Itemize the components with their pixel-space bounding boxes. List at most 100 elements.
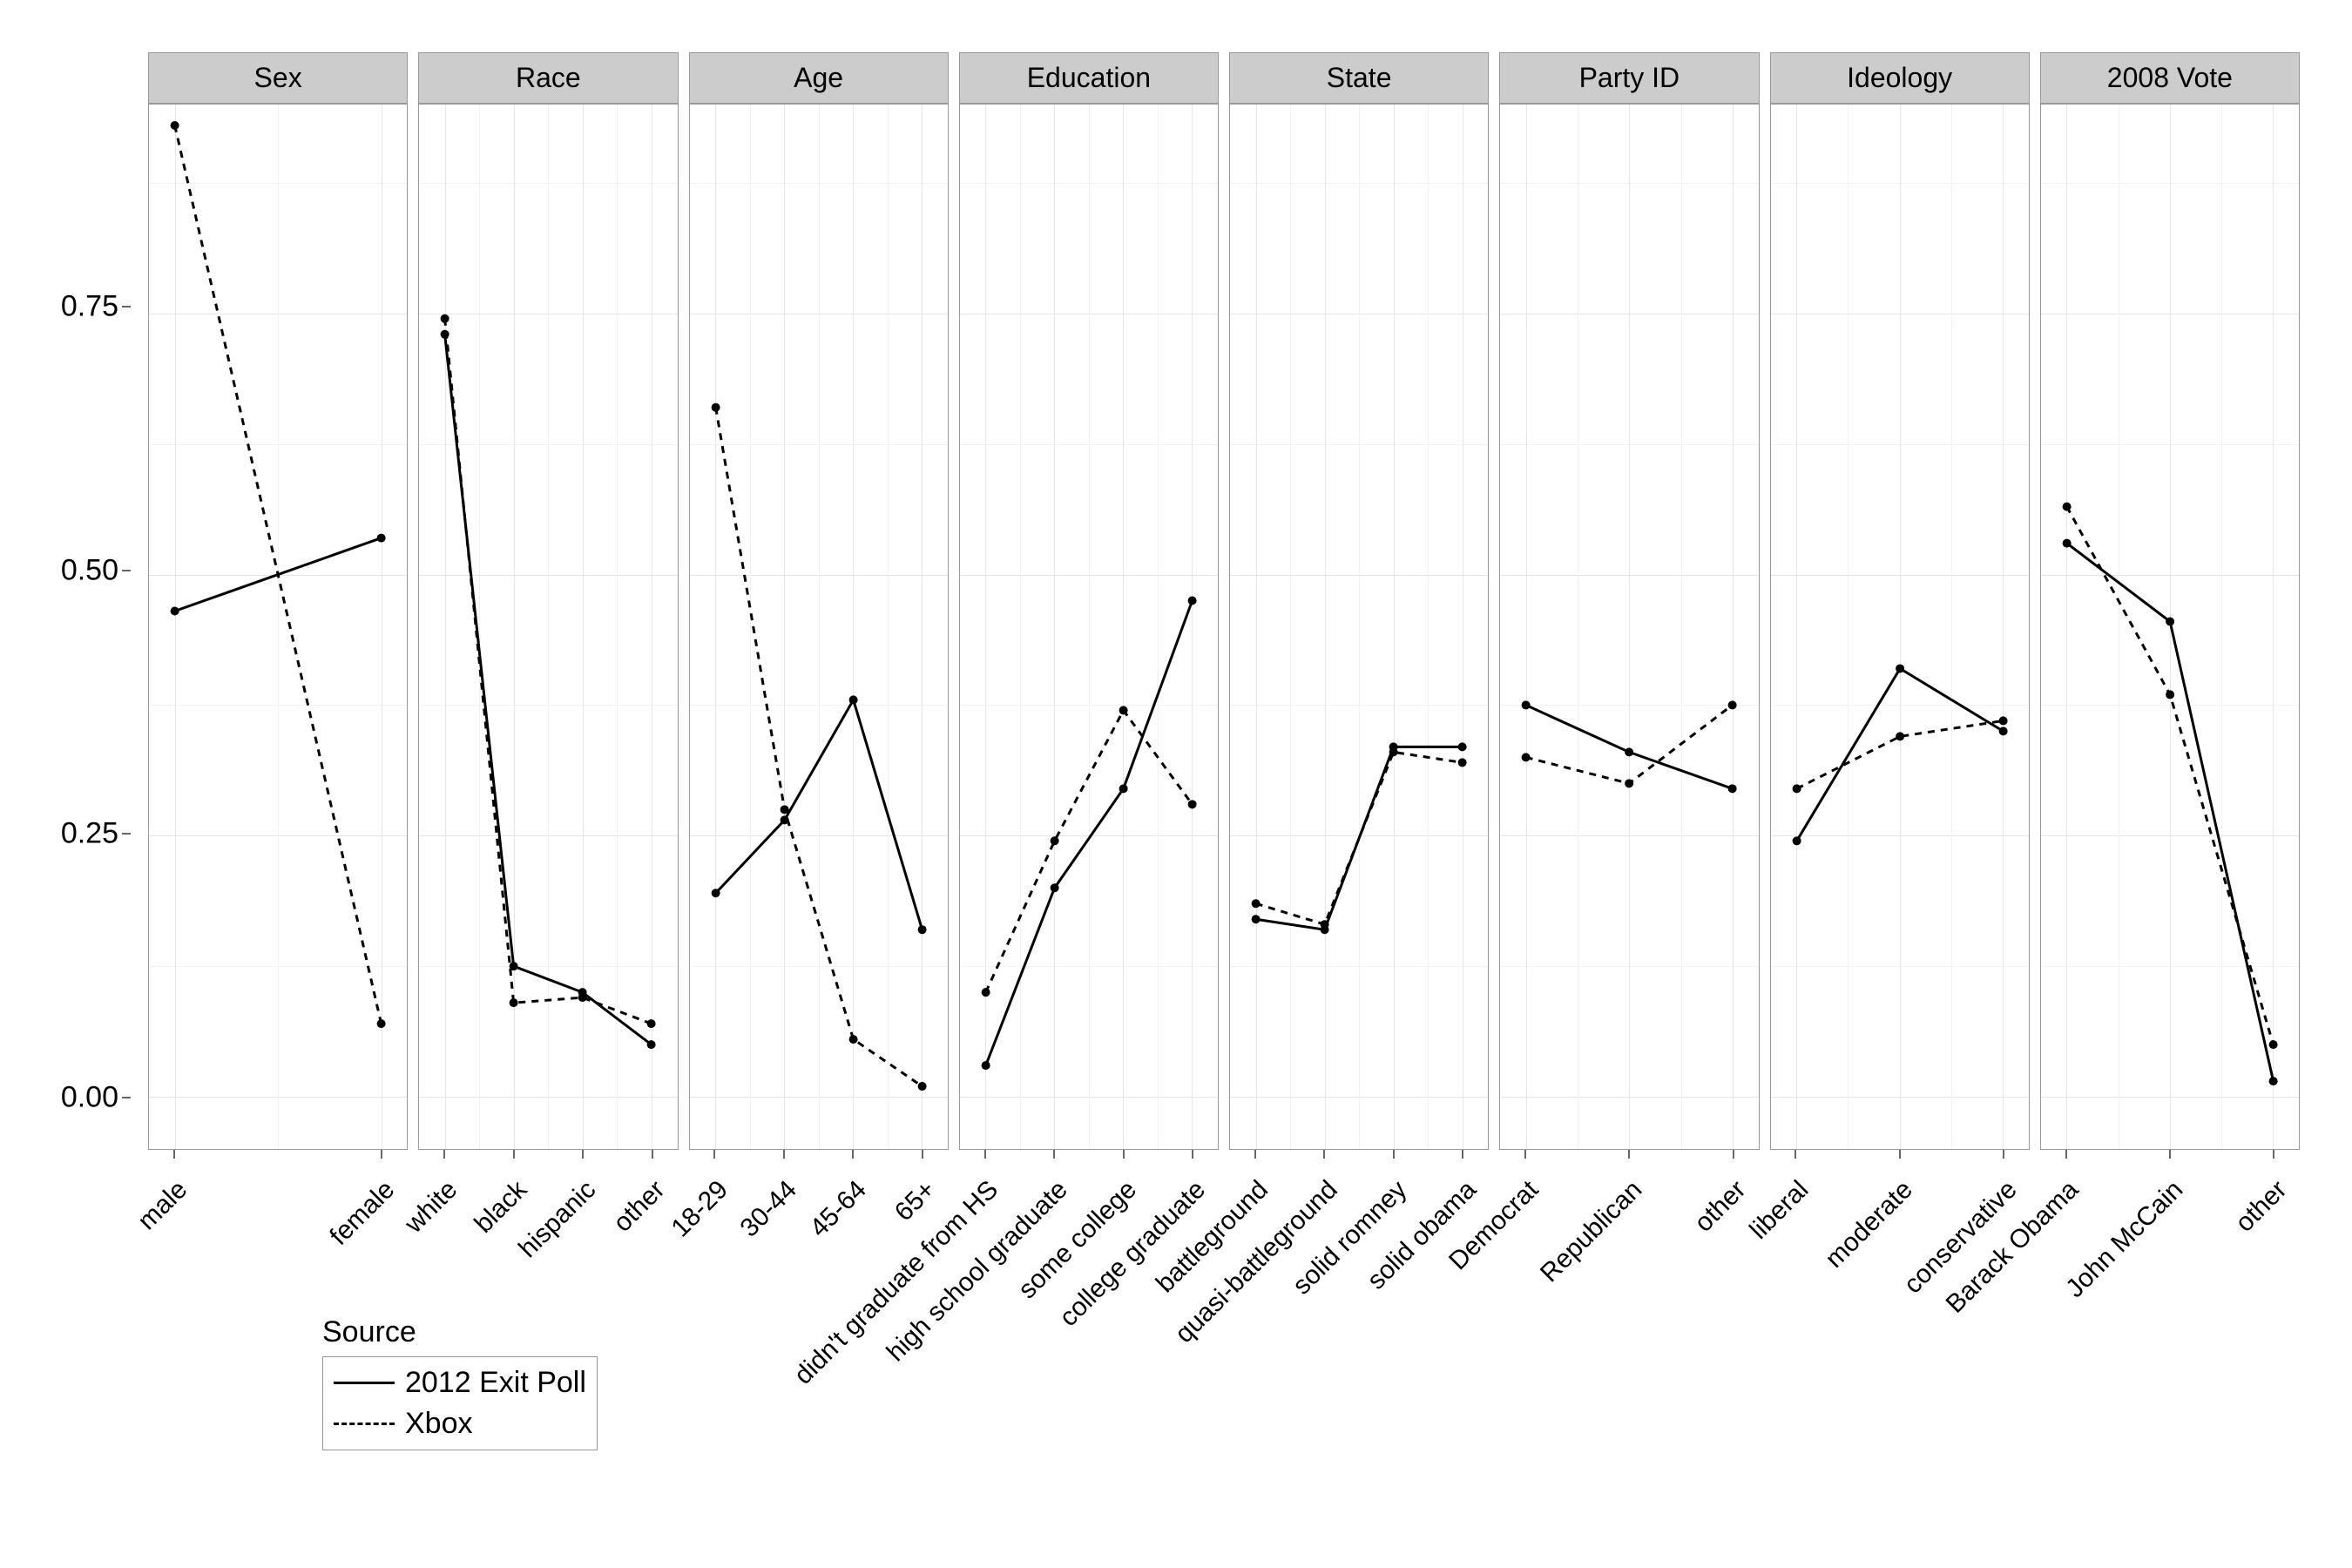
x-tick-mark xyxy=(1794,1150,1796,1159)
facet-panel xyxy=(148,104,408,1150)
x-tick-label: 30-44 xyxy=(735,1175,803,1243)
legend-item-xbox: Xbox xyxy=(334,1403,586,1444)
data-point xyxy=(1625,779,1633,787)
x-tick-label: black xyxy=(469,1175,533,1240)
plot-area: SexRaceAgeEducationStateParty IDIdeology… xyxy=(148,52,2300,1150)
x-tick-label: 65+ xyxy=(889,1175,942,1227)
x-tick-mark xyxy=(381,1150,382,1159)
data-point xyxy=(1522,700,1531,709)
x-tick-mark xyxy=(783,1150,785,1159)
data-point xyxy=(441,314,449,323)
legend-title: Source xyxy=(322,1315,598,1349)
y-tick-mark xyxy=(122,833,131,835)
x-tick-mark xyxy=(1524,1150,1526,1159)
data-point xyxy=(1625,747,1633,756)
legend-swatch-dashed xyxy=(334,1423,395,1425)
y-tick-label: 0.25 xyxy=(61,817,118,851)
facet-state: State xyxy=(1229,52,1489,1150)
data-point xyxy=(1896,732,1904,740)
legend-box: 2012 Exit Poll Xbox xyxy=(322,1356,598,1450)
x-label-group: Barack ObamaJohn McCainother xyxy=(2040,1159,2300,1446)
x-tick-mark xyxy=(1254,1150,1256,1159)
data-point xyxy=(848,695,857,704)
y-tick-mark xyxy=(122,306,131,308)
legend-swatch-solid xyxy=(334,1382,395,1384)
data-point xyxy=(1998,716,2007,725)
faceted-chart: 0.00 0.25 0.50 0.75 SexRaceAgeEducationStat… xyxy=(35,35,2317,1533)
x-tick-mark xyxy=(713,1150,715,1159)
facet-panel xyxy=(1770,104,2030,1150)
x-tick-mark xyxy=(443,1150,445,1159)
legend-label: 2012 Exit Poll xyxy=(405,1366,586,1400)
x-tick-label: moderate xyxy=(1820,1175,1919,1274)
x-tick-mark xyxy=(1323,1150,1325,1159)
x-tick-mark xyxy=(922,1150,923,1159)
x-tick-mark xyxy=(513,1150,515,1159)
x-tick-label: 45-64 xyxy=(804,1175,872,1243)
y-tick-label: 0.00 xyxy=(61,1080,118,1114)
points-svg xyxy=(419,105,677,1149)
x-tick-mark xyxy=(1123,1150,1125,1159)
data-point xyxy=(780,815,788,824)
data-point xyxy=(510,998,518,1007)
x-tick-mark xyxy=(2003,1150,2004,1159)
x-tick-mark xyxy=(2169,1150,2171,1159)
x-tick-mark xyxy=(1899,1150,1901,1159)
x-tick-mark xyxy=(852,1150,854,1159)
x-tick-label: other xyxy=(1689,1175,1752,1238)
data-point xyxy=(171,607,179,616)
data-point xyxy=(578,993,587,1002)
y-tick-label: 0.50 xyxy=(61,553,118,587)
facet-strip: State xyxy=(1229,52,1489,104)
data-point xyxy=(1998,727,2007,735)
x-tick-label: male xyxy=(132,1175,193,1236)
x-tick-mark xyxy=(984,1150,986,1159)
x-tick-mark xyxy=(2065,1150,2067,1159)
x-label-group: 18-2930-4445-6465+ xyxy=(689,1159,949,1446)
x-tick-label: other xyxy=(2230,1175,2293,1238)
legend-label: Xbox xyxy=(405,1407,473,1441)
data-point xyxy=(2062,539,2071,548)
y-tick-label: 0.75 xyxy=(61,290,118,324)
facet-panel xyxy=(1229,104,1489,1150)
points-svg xyxy=(1771,105,2029,1149)
facet-panel xyxy=(2040,104,2300,1150)
data-point xyxy=(1522,753,1531,761)
x-label-group: battlegroundquasi-battlegroundsolid romn… xyxy=(1229,1159,1489,1446)
data-point xyxy=(2166,618,2174,626)
data-point xyxy=(1252,899,1260,908)
points-svg xyxy=(2041,105,2299,1149)
data-point xyxy=(917,1082,926,1091)
data-point xyxy=(1187,597,1196,605)
data-point xyxy=(780,805,788,814)
x-tick-label: white xyxy=(400,1175,464,1240)
points-svg xyxy=(690,105,948,1149)
facet-strip: Party ID xyxy=(1499,52,1759,104)
points-svg xyxy=(1230,105,1488,1149)
x-tick-mark xyxy=(1462,1150,1463,1159)
data-point xyxy=(2062,503,2071,511)
legend-item-exit-poll: 2012 Exit Poll xyxy=(334,1362,586,1403)
x-tick-label: female xyxy=(325,1175,402,1252)
facet-party-id: Party ID xyxy=(1499,52,1759,1150)
y-axis: 0.00 0.25 0.50 0.75 xyxy=(35,96,139,1150)
data-point xyxy=(848,1035,857,1044)
x-tick-mark xyxy=(652,1150,653,1159)
facet-sex: Sex xyxy=(148,52,408,1150)
data-point xyxy=(377,1019,386,1028)
x-tick-label: other xyxy=(608,1175,671,1238)
x-tick-mark xyxy=(1733,1150,1734,1159)
facet-panel xyxy=(1499,104,1759,1150)
facet-strip: 2008 Vote xyxy=(2040,52,2300,104)
x-tick-mark xyxy=(1053,1150,1055,1159)
data-point xyxy=(1792,784,1801,793)
data-point xyxy=(510,962,518,970)
facet-race: Race xyxy=(418,52,678,1150)
facet-education: Education xyxy=(959,52,1219,1150)
data-point xyxy=(1321,920,1329,929)
facet-age: Age xyxy=(689,52,949,1150)
data-point xyxy=(1792,836,1801,845)
x-tick-mark xyxy=(2273,1150,2274,1159)
points-svg xyxy=(960,105,1218,1149)
x-tick-mark xyxy=(1628,1150,1630,1159)
